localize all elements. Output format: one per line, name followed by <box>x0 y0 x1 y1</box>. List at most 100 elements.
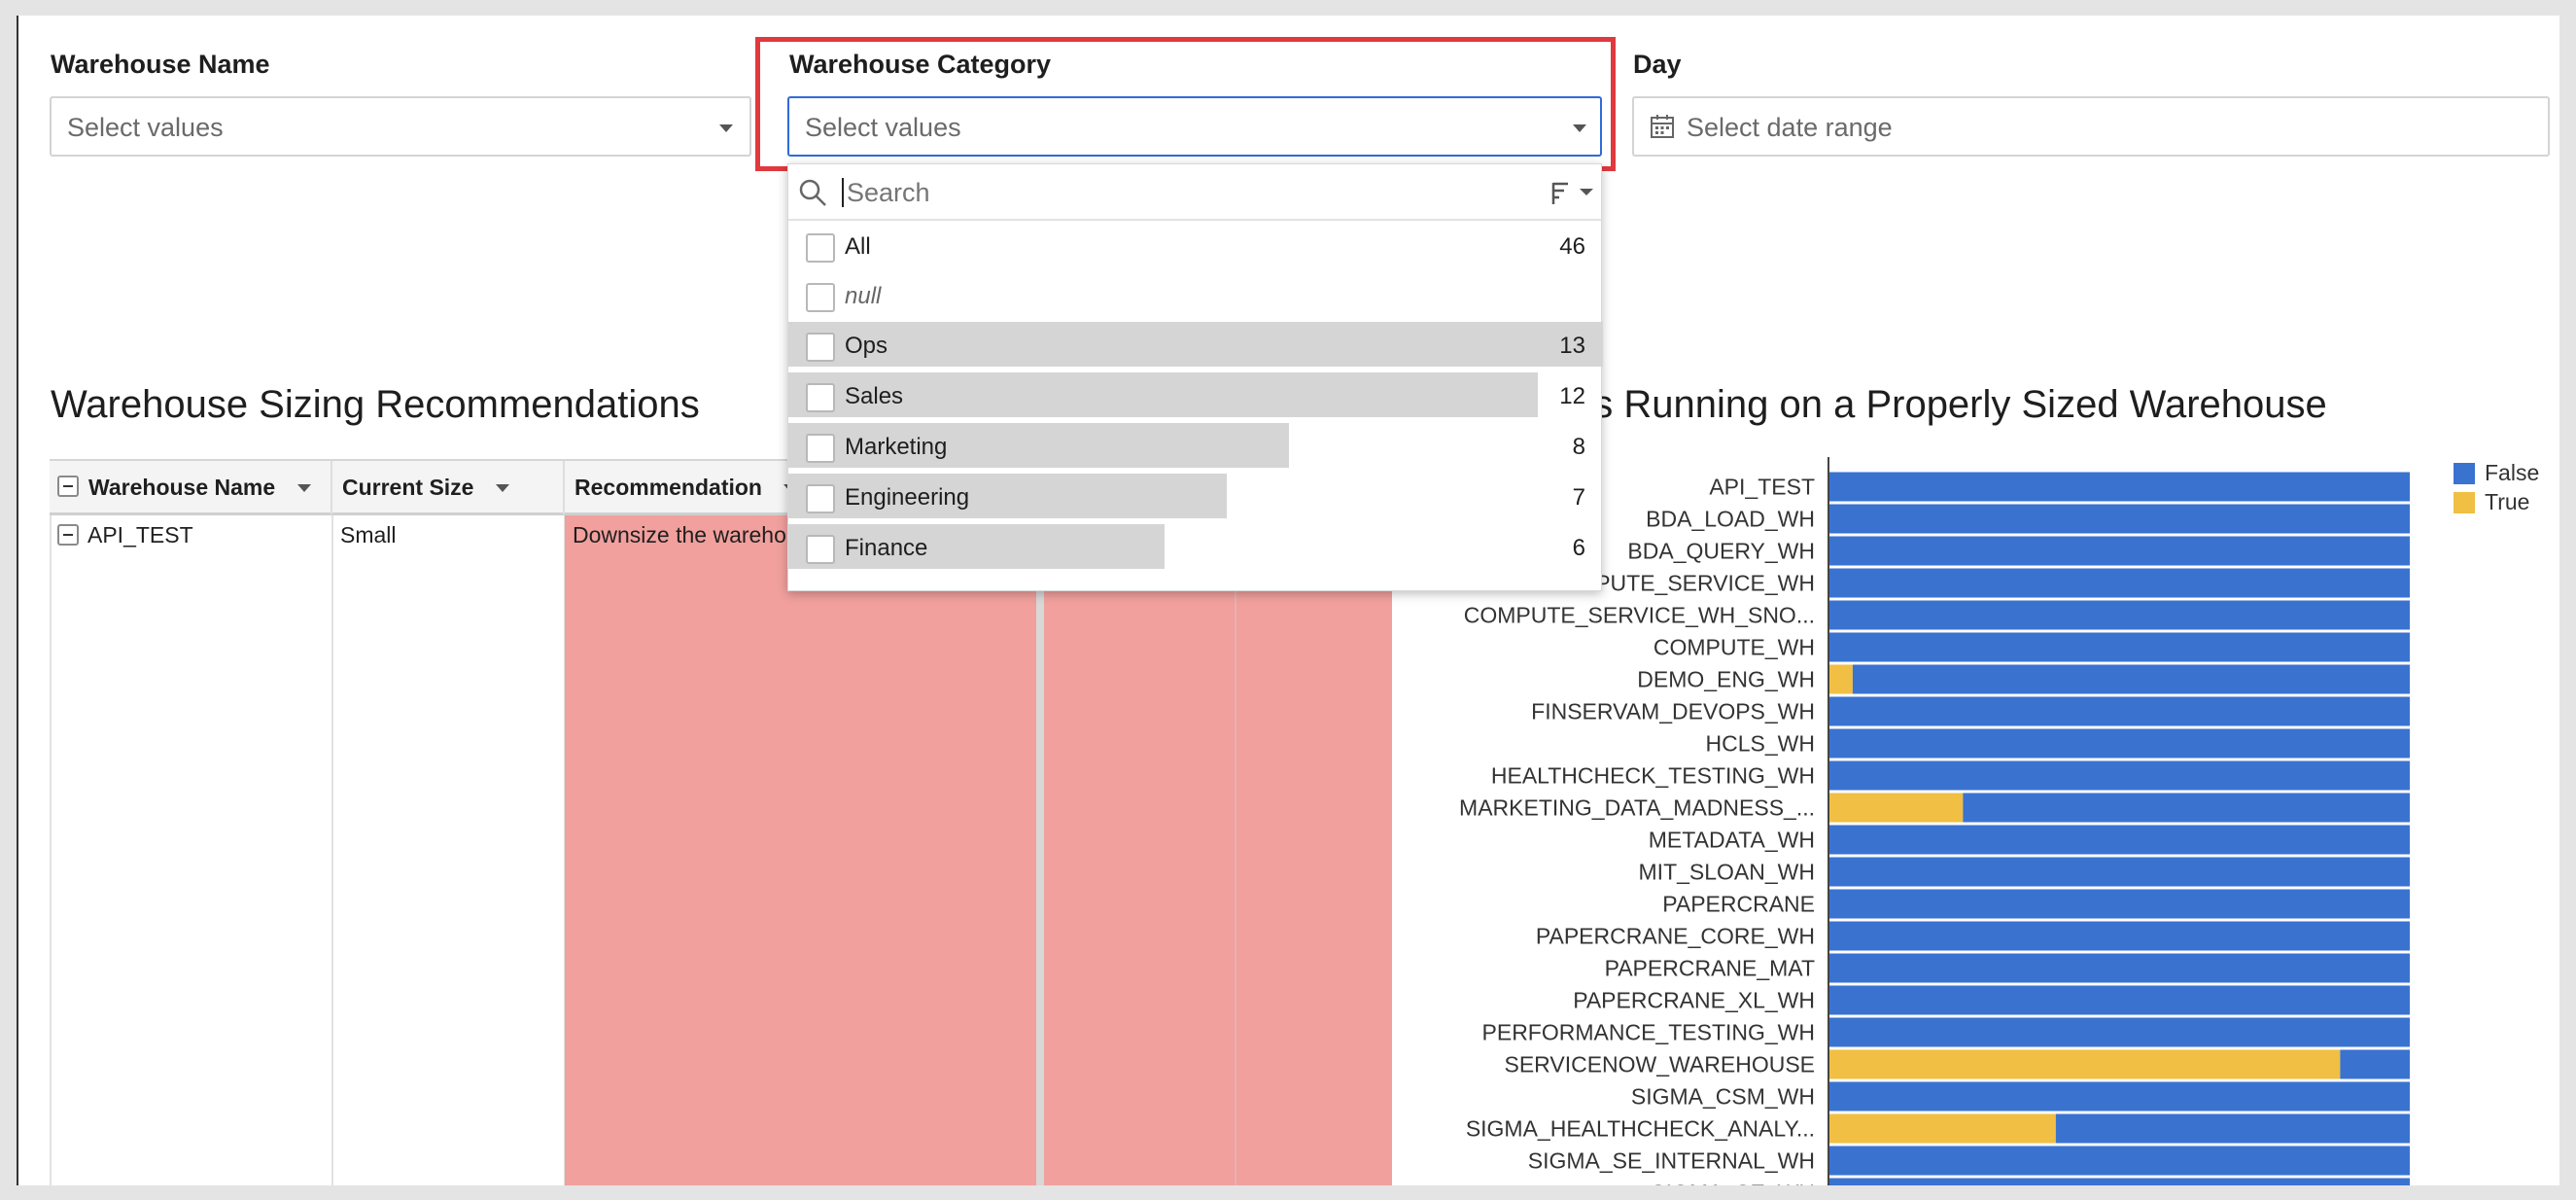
y-tick-label: SIGMA_CSM_WH <box>1631 1084 1815 1110</box>
bar-false[interactable] <box>1829 1081 2410 1112</box>
y-tick-label: METADATA_WH <box>1649 828 1815 853</box>
bar-false[interactable] <box>1963 793 2410 823</box>
bar-false[interactable] <box>1829 568 2410 598</box>
day-date-range-input[interactable]: Select date range <box>1632 96 2550 157</box>
bar-true[interactable] <box>1829 793 1964 823</box>
y-tick-label: SIGMA_SE_WH <box>1651 1181 1815 1186</box>
bar-false[interactable] <box>1829 632 2410 662</box>
warehouse-category-placeholder: Select values <box>805 113 961 142</box>
cell-recommendation[interactable]: Downsize the wareho <box>573 522 786 547</box>
y-tick-label: COMPUTE_WH <box>1654 635 1815 660</box>
bar-false[interactable] <box>1829 728 2410 759</box>
y-tick-label: SIGMA_SE_INTERNAL_WH <box>1528 1148 1815 1174</box>
category-dropdown-menu: All 46 null Ops 13 Sales 12 Marketing 8 Engineeri… <box>787 163 1603 591</box>
highlighted-cell <box>1236 515 1392 1185</box>
option-count: 8 <box>1572 434 1585 460</box>
option-count-bar <box>788 524 1165 569</box>
bar-false[interactable] <box>1829 1017 2410 1047</box>
y-tick-label: API_TEST <box>1709 475 1815 500</box>
collapse-row-icon[interactable] <box>57 524 79 546</box>
y-tick-label: HEALTHCHECK_TESTING_WH <box>1491 763 1815 789</box>
y-tick-label: SERVICENOW_WAREHOUSE <box>1505 1052 1816 1077</box>
option-count-bar <box>788 474 1227 518</box>
cell-warehouse-name[interactable]: API_TEST <box>87 522 193 547</box>
option-checkbox[interactable] <box>806 434 835 463</box>
bar-false[interactable] <box>1829 1178 2410 1186</box>
chevron-down-icon <box>1573 124 1586 132</box>
column-resize-divider[interactable] <box>1036 515 1044 1185</box>
option-checkbox[interactable] <box>806 233 835 263</box>
dropdown-option[interactable]: Engineering 7 <box>788 474 1601 518</box>
option-checkbox[interactable] <box>806 535 835 564</box>
cell-current-size[interactable]: Small <box>340 522 397 547</box>
dropdown-option[interactable]: null <box>788 272 1601 317</box>
bar-false[interactable] <box>1829 953 2410 983</box>
bar-false[interactable] <box>2055 1113 2410 1144</box>
bar-false[interactable] <box>1829 985 2410 1015</box>
day-placeholder: Select date range <box>1687 113 1893 142</box>
warehouse-name-placeholder: Select values <box>67 113 224 142</box>
bar-false[interactable] <box>1829 921 2410 951</box>
option-label: Engineering <box>845 484 970 511</box>
bar-false[interactable] <box>1829 760 2410 791</box>
option-checkbox[interactable] <box>806 333 835 362</box>
option-label: Ops <box>845 333 888 359</box>
column-divider <box>1235 515 1236 1185</box>
bar-false[interactable] <box>1829 1146 2410 1176</box>
bar-false[interactable] <box>1829 472 2410 502</box>
warehouse-name-select[interactable]: Select values <box>50 96 751 157</box>
option-label: Finance <box>845 535 928 561</box>
option-label: All <box>845 233 871 260</box>
bar-false[interactable] <box>1829 696 2410 726</box>
option-checkbox[interactable] <box>806 484 835 513</box>
bar-false[interactable] <box>1829 600 2410 630</box>
stacked-bar-chart: API_TEST BDA_LOAD_WH BDA_QUERY_WH COMPUTE_S… <box>1459 457 2410 1186</box>
option-checkbox[interactable] <box>806 283 835 312</box>
y-tick-label: PAPERCRANE <box>1662 892 1815 917</box>
dropdown-option[interactable]: Finance 6 <box>788 524 1601 569</box>
column-header-current-size[interactable]: Current Size <box>332 461 565 514</box>
bar-false[interactable] <box>1829 504 2410 534</box>
bar-false[interactable] <box>1829 536 2410 566</box>
column-header-warehouse-name[interactable]: Warehouse Name <box>50 461 332 514</box>
dropdown-option[interactable]: Marketing 8 <box>788 423 1601 468</box>
bar-false[interactable] <box>1829 889 2410 919</box>
dropdown-search-input[interactable] <box>847 172 1508 213</box>
bar-true[interactable] <box>1829 664 1853 694</box>
calendar-icon <box>1651 115 1674 138</box>
search-icon <box>799 179 826 206</box>
y-tick-label: FINSERVAM_DEVOPS_WH <box>1531 699 1815 724</box>
bar-false[interactable] <box>1829 825 2410 855</box>
day-filter-label: Day <box>1633 50 1682 79</box>
warehouse-category-filter-label: Warehouse Category <box>789 50 1052 79</box>
dropdown-option[interactable]: Sales 12 <box>788 372 1601 417</box>
y-tick-label: PAPERCRANE_XL_WH <box>1573 988 1815 1013</box>
warehouse-name-filter-label: Warehouse Name <box>51 50 270 79</box>
sort-icon[interactable] <box>1550 180 1599 207</box>
option-checkbox[interactable] <box>806 383 835 412</box>
chevron-down-icon[interactable] <box>495 484 509 492</box>
bar-false[interactable] <box>2340 1049 2410 1079</box>
chevron-down-icon <box>719 124 733 132</box>
y-tick-label: PERFORMANCE_TESTING_WH <box>1482 1020 1815 1045</box>
y-tick-label: PAPERCRANE_MAT <box>1605 956 1815 981</box>
option-count: 46 <box>1559 233 1585 260</box>
warehouse-category-select[interactable]: Select values <box>787 96 1602 157</box>
y-tick-label: DEMO_ENG_WH <box>1637 667 1815 692</box>
collapse-all-icon[interactable] <box>57 476 79 497</box>
option-count: 13 <box>1559 333 1585 359</box>
option-label: Sales <box>845 383 904 409</box>
text-cursor <box>842 178 844 207</box>
y-tick-label: BDA_QUERY_WH <box>1627 539 1815 564</box>
bar-false[interactable] <box>1852 664 2410 694</box>
option-count: 7 <box>1572 484 1585 511</box>
table-title: Warehouse Sizing Recommendations <box>51 383 700 426</box>
dropdown-option[interactable]: All 46 <box>788 223 1601 267</box>
y-tick-label: BDA_LOAD_WH <box>1646 507 1815 532</box>
bar-true[interactable] <box>1829 1049 2341 1079</box>
bar-false[interactable] <box>1829 857 2410 887</box>
bar-true[interactable] <box>1829 1113 2056 1144</box>
chevron-down-icon[interactable] <box>296 484 311 492</box>
legend-label-true: True <box>2485 489 2530 514</box>
dropdown-option[interactable]: Ops 13 <box>788 322 1603 367</box>
